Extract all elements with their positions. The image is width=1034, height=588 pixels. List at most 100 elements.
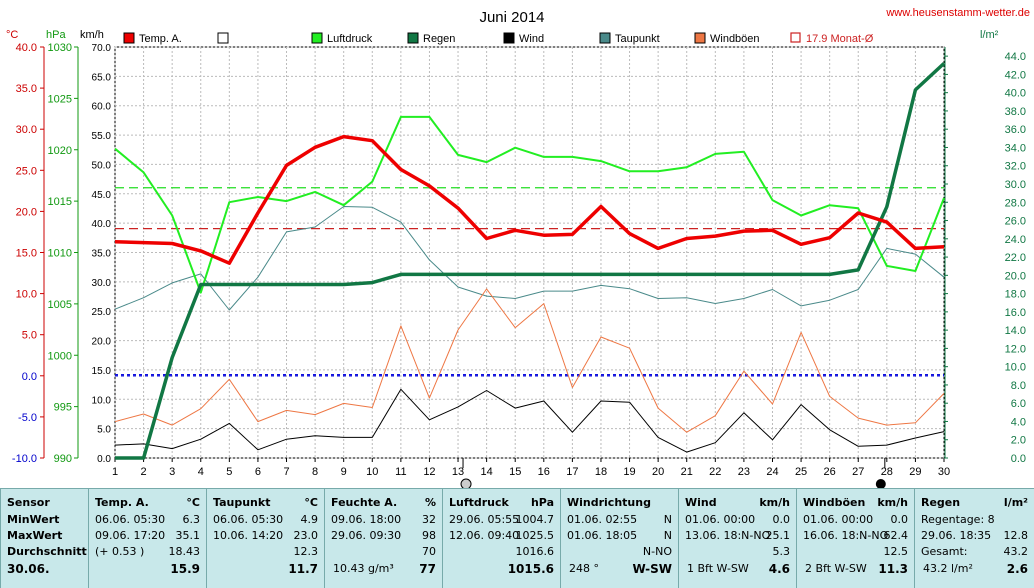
col-sensor: Sensor MinWert MaxWert Durchschnitt 30.0… (0, 489, 88, 588)
table-cell-row: Gesamt: 43.2 (915, 544, 1034, 560)
temp-unit: °C (186, 496, 200, 509)
col-gust: Windböen km/h 01.06. 00:00 0.0 16.06. 18:N-N… (796, 489, 914, 588)
rain-tick-label: 26.0 (1005, 216, 1026, 228)
col-winddir: Windrichtung 01.06. 02:55 N 01.06. 18:05 N N-… (560, 489, 678, 588)
winddir-current-value: W-SW (632, 562, 672, 576)
chart-legend: Temp. A. Luftdruck Regen Wind Taupunkt Windbö… (123, 32, 874, 45)
today-marker-icon (460, 478, 472, 488)
wind-tick-label: 0.0 (97, 454, 111, 465)
dew-max-time: 10.06. 14:20 (213, 529, 284, 542)
legend-swatch (123, 32, 135, 44)
wind-tick-label: 60.0 (92, 102, 112, 113)
pressure-avg-value: 1016.6 (515, 545, 555, 558)
dew-avg-value: 12.3 (293, 545, 319, 558)
temp-avg-value: 18.43 (168, 545, 201, 558)
x-tick-label: 20 (652, 466, 664, 478)
pressure-unit: hPa (530, 496, 554, 509)
x-tick-label: 11 (395, 466, 406, 478)
winddir-max-time: 01.06. 18:05 (567, 529, 638, 542)
table-cell-row: 16.06. 18:N-NO 62.4 (797, 528, 914, 544)
temp-tick-label: 35.0 (16, 83, 37, 95)
humidity-max-time: 29.06. 09:30 (331, 529, 402, 542)
legend-label: Luftdruck (327, 33, 373, 45)
wind-max-time: 13.06. 18:N-NO (685, 529, 771, 542)
table-cell-row: 29.06. 09:30 98 (325, 528, 442, 544)
website-link[interactable]: www.heusenstamm-wetter.de (885, 7, 1030, 19)
rain-tick-label: 38.0 (1005, 106, 1026, 118)
legend-label: Wind (519, 33, 544, 45)
x-tick-label: 6 (255, 466, 261, 478)
dew-unit: °C (304, 496, 318, 509)
table-cell-row: (+ 0.53 ) 18.43 (89, 544, 206, 560)
rain-tick-label: 44.0 (1005, 51, 1026, 63)
rain-tick-label: 16.0 (1005, 307, 1026, 319)
table-cell-row: 01.06. 00:00 0.0 (797, 512, 914, 528)
humidity-unit: % (424, 496, 436, 509)
x-tick-label: 21 (681, 466, 693, 478)
pressure-current-value: 1015.6 (507, 562, 554, 576)
rain-avg-value: 43.2 (1003, 545, 1029, 558)
pressure-axis-unit: hPa (46, 29, 66, 41)
legend-label: 17.9 Monat-Ø (806, 33, 874, 45)
table-cell-row: Wind km/h (679, 495, 796, 511)
legend-swatch (599, 32, 611, 44)
wind-axis-unit: km/h (80, 29, 104, 41)
next-marker-icon (875, 479, 886, 488)
temp-min-value: 6.3 (182, 513, 201, 526)
x-tick-label: 8 (312, 466, 318, 478)
x-tick-label: 23 (738, 466, 750, 478)
rain-header: Regen (921, 496, 961, 509)
pressure-header: Luftdruck (449, 496, 509, 509)
legend-label: Taupunkt (615, 33, 660, 45)
x-tick-label: 19 (623, 466, 635, 478)
pressure-tick-label: 1020 (48, 145, 72, 157)
wind-unit: km/h (759, 496, 790, 509)
winddir-max-value: N (663, 529, 672, 542)
wind-tick-label: 5.0 (97, 425, 111, 436)
series-lines (114, 62, 946, 460)
legend-label: Regen (423, 33, 455, 45)
wind-max-value: 25.1 (765, 529, 791, 542)
series-line-wind (114, 388, 945, 453)
col-wind: Wind km/h 01.06. 00:00 0.0 13.06. 18:N-NO 25.… (678, 489, 796, 588)
rain-tick-label: 4.0 (1011, 416, 1026, 428)
sensor-header: Sensor (7, 496, 50, 509)
temp-tick-label: 0.0 (22, 371, 37, 383)
dew-min-time: 06.06. 05:30 (213, 513, 284, 526)
x-tick-label: 17 (566, 466, 578, 478)
x-tick-label: 25 (795, 466, 807, 478)
x-tick-label: 27 (852, 466, 864, 478)
gust-avg-value: 12.5 (883, 545, 909, 558)
humidity-max-value: 98 (422, 529, 436, 542)
legend-label: Windböen (710, 33, 760, 45)
rain-current-value: 2.6 (1006, 562, 1028, 576)
table-cell-row: 10.06. 14:20 23.0 (207, 528, 324, 544)
temp-avg-time: (+ 0.53 ) (95, 545, 145, 558)
temp-tick-label: -10.0 (12, 453, 37, 465)
table-cell-row: 09.06. 17:20 35.1 (89, 528, 206, 544)
rain-tick-label: 6.0 (1011, 398, 1026, 410)
x-tick-label: 30 (938, 466, 950, 478)
x-tick-label: 14 (480, 466, 492, 478)
wind-tick-label: 20.0 (92, 337, 112, 348)
dew-header: Taupunkt (213, 496, 271, 509)
table-cell-row: 09.06. 18:00 32 (325, 512, 442, 528)
wind-header: Wind (685, 496, 717, 509)
wind-tick-label: 65.0 (92, 72, 112, 83)
table-cell-row: Windböen km/h (797, 495, 914, 511)
pressure-tick-label: 1015 (48, 196, 72, 208)
row-avg-label: Durchschnitt (7, 545, 87, 558)
rain-tick-label: 34.0 (1005, 142, 1026, 154)
wind-min-value: 0.0 (772, 513, 791, 526)
table-cell-row: Temp. A. °C (89, 495, 206, 511)
wind-tick-label: 30.0 (92, 278, 112, 289)
gust-min-value: 0.0 (890, 513, 909, 526)
x-tick-label: 26 (824, 466, 836, 478)
table-cell-row: 01.06. 02:55 N (561, 512, 678, 528)
rain-tick-label: 8.0 (1011, 380, 1026, 392)
pressure-tick-label: 1000 (48, 350, 72, 362)
plot-frame (114, 46, 945, 459)
table-cell-row: 12.06. 09:40 1025.5 (443, 528, 560, 544)
humidity-min-value: 32 (422, 513, 436, 526)
wind-current-detail: 1 Bft W-SW (687, 562, 749, 575)
